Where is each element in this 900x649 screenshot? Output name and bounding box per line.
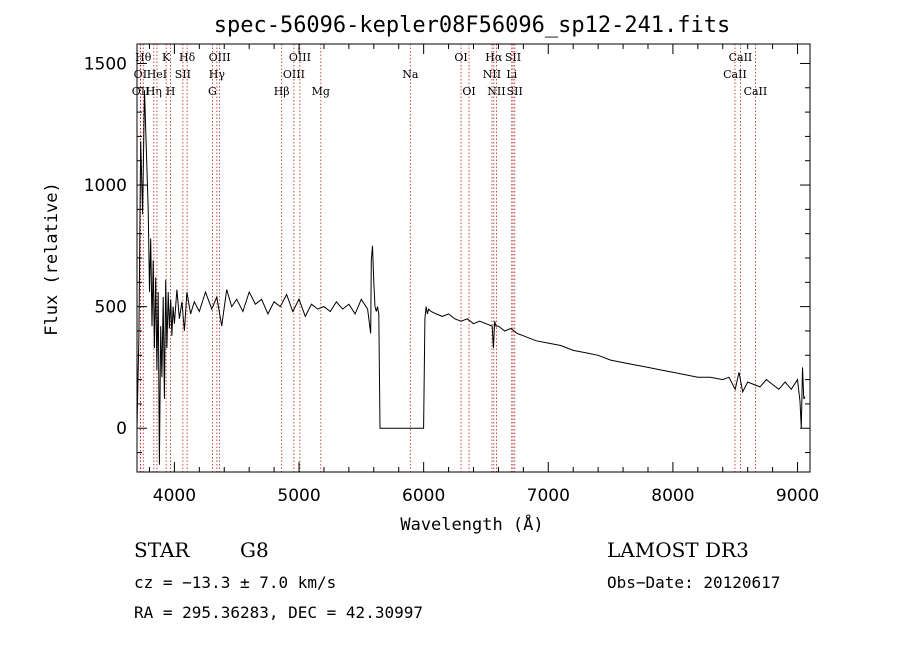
- spectral-line-label: SII: [175, 68, 191, 81]
- spectral-line-label: HeI: [147, 68, 167, 81]
- spectral-line-label: K: [162, 51, 171, 64]
- spectral-line-label: G: [208, 85, 217, 98]
- spectral-line-label: Hβ: [274, 85, 290, 98]
- spectral-line-label: NII: [483, 68, 501, 81]
- x-tick-label: 7000: [527, 486, 570, 506]
- x-tick-label: 4000: [153, 486, 196, 506]
- spectral-line-label: OIII: [289, 51, 311, 64]
- survey-name: LAMOST DR3: [607, 538, 749, 562]
- object-class: STAR: [134, 538, 190, 562]
- x-tick-label: 9000: [776, 486, 819, 506]
- spectral-line-label: Hα: [485, 51, 503, 64]
- spectral-line-label: Hδ: [179, 51, 196, 64]
- y-axis-label: Flux (relative): [42, 182, 62, 336]
- x-tick-label: 5000: [277, 486, 320, 506]
- observation-date: Obs−Date: 20120617: [607, 573, 781, 592]
- spectral-line-label: Hη: [146, 85, 162, 98]
- spectral-line-label: CaII: [729, 51, 753, 64]
- x-tick-label: 6000: [402, 486, 445, 506]
- x-axis-label: Wavelength (Å): [400, 513, 543, 535]
- spectral-line-label: OI: [454, 51, 467, 64]
- plot-frame: [136, 43, 811, 473]
- spectral-line-label: Mg: [312, 85, 330, 98]
- object-subclass: G8: [240, 538, 269, 562]
- spectral-line-label: Li: [506, 68, 517, 81]
- spectral-line-label: Hθ: [135, 51, 152, 64]
- spectral-line-label: CaII: [744, 85, 768, 98]
- spectral-line-label: Na: [402, 68, 419, 81]
- spectral-line-label: H: [166, 85, 176, 98]
- x-tick-label: 8000: [651, 486, 694, 506]
- chart-title: spec-56096-kepler08F56096_sp12-241.fits: [214, 13, 731, 38]
- spectral-line-label: Hγ: [209, 68, 226, 81]
- y-tick-label: 1500: [84, 54, 127, 74]
- spectral-line-label: OIII: [209, 51, 231, 64]
- sky-coordinates: RA = 295.36283, DEC = 42.30997: [134, 603, 423, 622]
- redshift-velocity: cz = −13.3 ± 7.0 km/s: [134, 573, 337, 592]
- flux-series-line: [136, 90, 806, 465]
- y-tick-label: 0: [116, 419, 127, 439]
- spectral-line-label: NII: [487, 85, 505, 98]
- spectral-line-label: OI: [462, 85, 475, 98]
- y-tick-label: 1000: [84, 176, 127, 196]
- spectral-line-label: CaII: [723, 68, 747, 81]
- spectral-line-label: OIII: [283, 68, 305, 81]
- spectral-line-label: SII: [507, 85, 523, 98]
- spectral-line-label: SII: [505, 51, 521, 64]
- y-tick-label: 500: [95, 298, 127, 318]
